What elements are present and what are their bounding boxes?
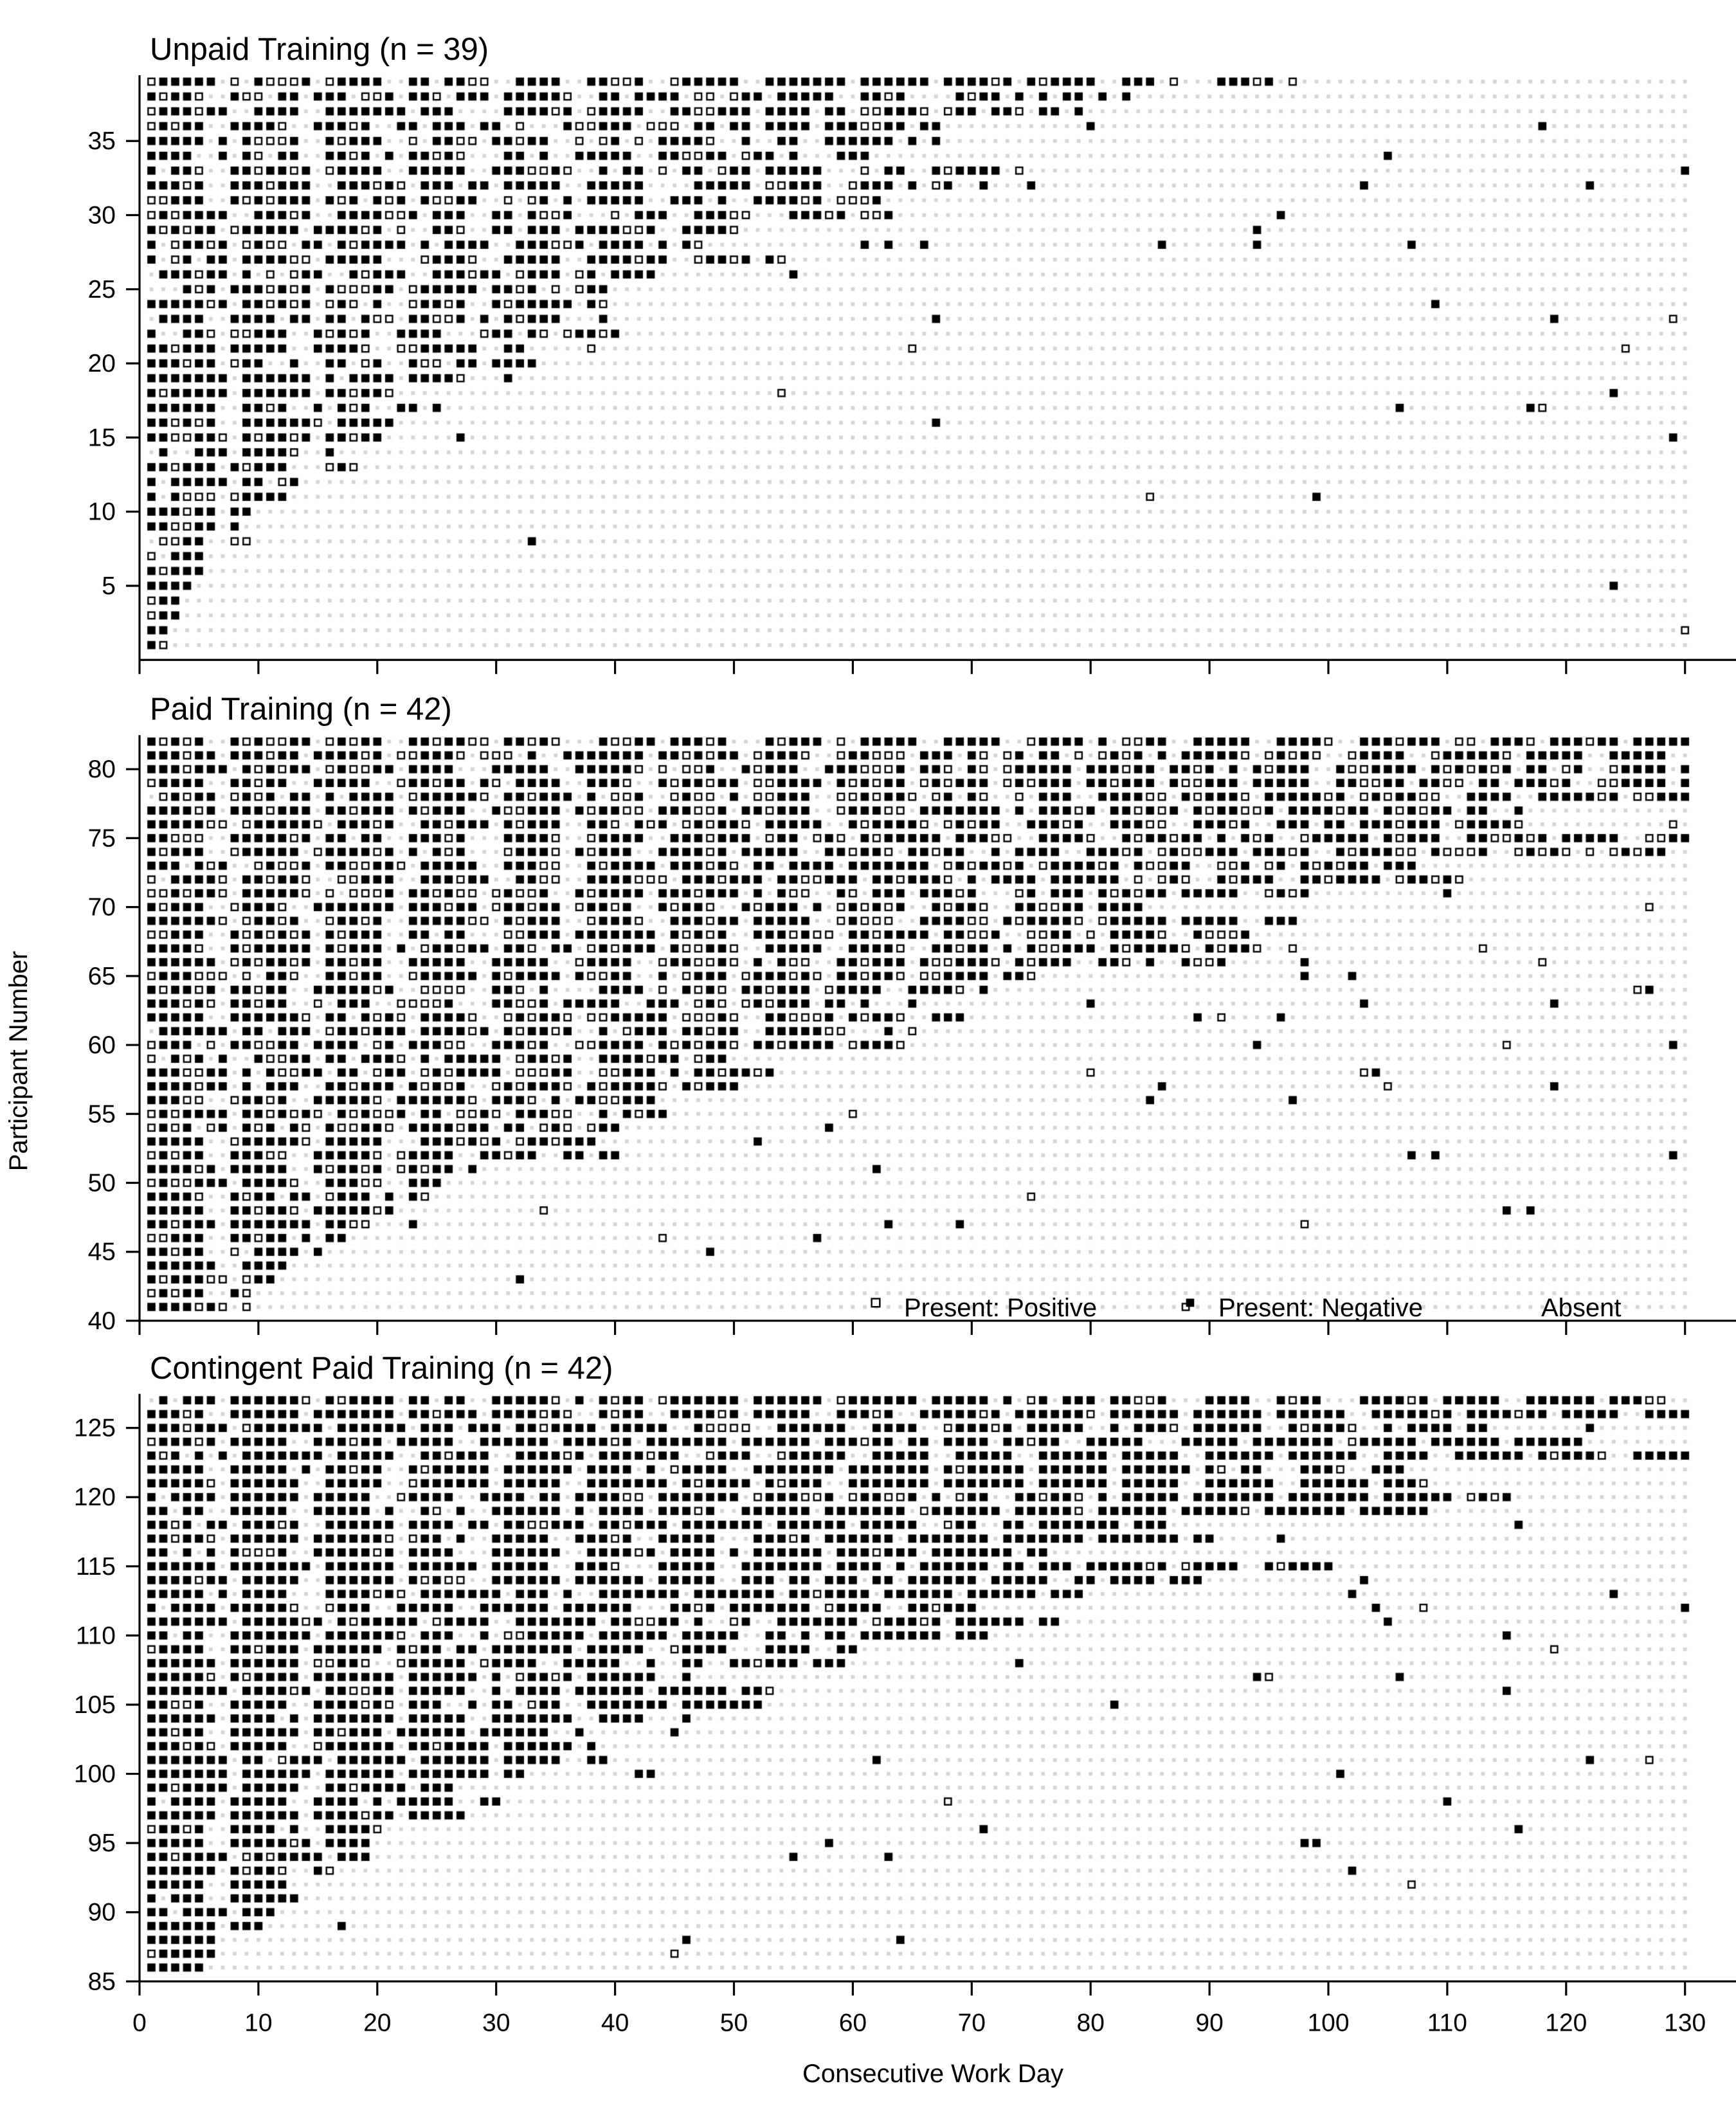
- svg-text:95: 95: [88, 1829, 116, 1857]
- svg-text:60: 60: [839, 2009, 867, 2036]
- svg-text:100: 100: [1307, 2009, 1349, 2036]
- svg-text:Consecutive Work Day: Consecutive Work Day: [802, 2060, 1063, 2088]
- svg-text:90: 90: [1195, 2009, 1223, 2036]
- svg-text:50: 50: [720, 2009, 748, 2036]
- svg-text:100: 100: [74, 1761, 116, 1788]
- svg-text:25: 25: [88, 276, 116, 304]
- svg-text:60: 60: [88, 1031, 116, 1059]
- svg-text:80: 80: [88, 756, 116, 783]
- svg-text:35: 35: [88, 127, 116, 155]
- svg-text:70: 70: [958, 2009, 986, 2036]
- svg-text:Present: Positive: Present: Positive: [904, 1294, 1097, 1322]
- svg-text:120: 120: [1545, 2009, 1587, 2036]
- svg-text:105: 105: [74, 1691, 116, 1719]
- svg-text:110: 110: [1427, 2009, 1467, 2036]
- svg-text:20: 20: [88, 350, 116, 377]
- svg-text:125: 125: [74, 1415, 116, 1442]
- svg-text:120: 120: [74, 1483, 116, 1511]
- svg-text:130: 130: [1664, 2009, 1706, 2036]
- svg-text:110: 110: [76, 1622, 116, 1649]
- svg-text:30: 30: [88, 202, 116, 230]
- svg-text:Participant Number: Participant Number: [5, 951, 33, 1171]
- svg-text:10: 10: [244, 2009, 272, 2036]
- svg-text:75: 75: [88, 824, 116, 852]
- svg-text:50: 50: [88, 1170, 116, 1197]
- svg-text:0: 0: [132, 2009, 147, 2036]
- svg-text:40: 40: [88, 1307, 116, 1335]
- svg-text:115: 115: [76, 1553, 116, 1581]
- svg-text:45: 45: [88, 1238, 116, 1266]
- svg-text:55: 55: [88, 1100, 116, 1128]
- svg-text:Paid Training (n = 42): Paid Training (n = 42): [150, 692, 452, 727]
- svg-text:5: 5: [102, 572, 116, 600]
- svg-text:Present: Negative: Present: Negative: [1218, 1294, 1423, 1322]
- svg-text:20: 20: [363, 2009, 391, 2036]
- svg-text:70: 70: [88, 894, 116, 921]
- svg-text:90: 90: [88, 1899, 116, 1927]
- svg-text:15: 15: [88, 424, 116, 451]
- svg-text:Unpaid Training (n = 39): Unpaid Training (n = 39): [150, 32, 489, 67]
- svg-text:30: 30: [482, 2009, 510, 2036]
- svg-text:80: 80: [1077, 2009, 1105, 2036]
- svg-text:40: 40: [601, 2009, 629, 2036]
- svg-text:85: 85: [88, 1968, 116, 1995]
- svg-text:10: 10: [88, 498, 116, 526]
- svg-text:Contingent Paid Training (n =: Contingent Paid Training (n = 42): [150, 1351, 613, 1386]
- svg-text:65: 65: [88, 963, 116, 990]
- svg-text:Absent: Absent: [1541, 1294, 1622, 1322]
